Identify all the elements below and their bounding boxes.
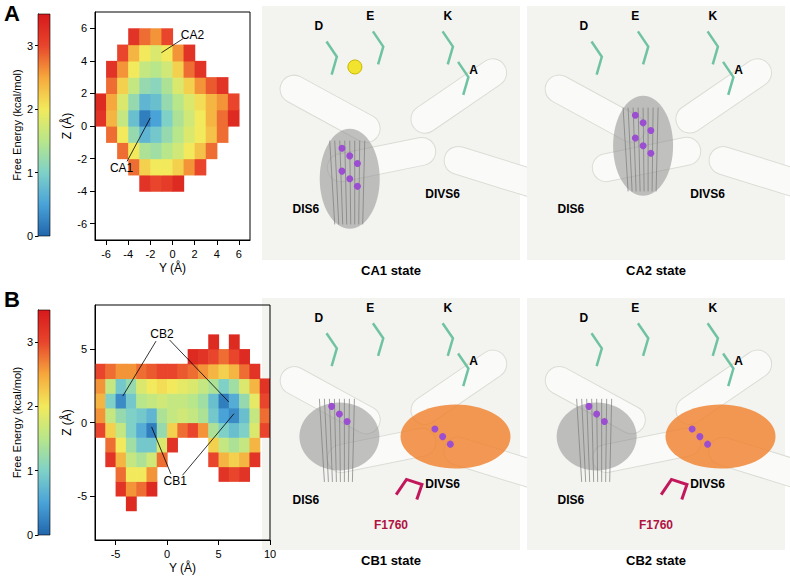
- svg-text:E: E: [631, 301, 639, 315]
- svg-text:4: 4: [214, 248, 220, 260]
- svg-text:0: 0: [81, 417, 87, 429]
- svg-text:-4: -4: [123, 248, 133, 260]
- svg-text:0: 0: [164, 548, 170, 560]
- svg-text:2: 2: [27, 400, 33, 412]
- svg-text:K: K: [708, 9, 717, 23]
- svg-text:Z (Å): Z (Å): [59, 113, 74, 140]
- svg-text:D: D: [579, 19, 588, 33]
- svg-text:2: 2: [192, 248, 198, 260]
- svg-text:F1760: F1760: [639, 518, 673, 532]
- svg-text:Y (Å): Y (Å): [169, 560, 196, 575]
- svg-text:DIS6: DIS6: [293, 202, 320, 216]
- svg-text:-5: -5: [77, 490, 87, 502]
- svg-text:D: D: [579, 311, 588, 325]
- svg-text:2: 2: [27, 103, 33, 115]
- svg-text:10: 10: [264, 548, 276, 560]
- svg-text:DIS6: DIS6: [293, 493, 320, 507]
- svg-text:K: K: [708, 301, 717, 315]
- svg-text:1: 1: [27, 465, 33, 477]
- svg-text:CB2 state: CB2 state: [626, 553, 686, 568]
- svg-text:CB1 state: CB1 state: [361, 553, 421, 568]
- svg-text:D: D: [314, 311, 323, 325]
- svg-text:0: 0: [169, 248, 175, 260]
- svg-text:1: 1: [27, 167, 33, 179]
- svg-text:A: A: [4, 1, 20, 26]
- svg-text:CB2: CB2: [150, 327, 174, 341]
- svg-text:3: 3: [27, 336, 33, 348]
- svg-text:B: B: [4, 287, 20, 312]
- svg-text:6: 6: [236, 248, 242, 260]
- svg-text:E: E: [366, 9, 374, 23]
- svg-text:Y (Å): Y (Å): [159, 260, 186, 275]
- svg-text:Free Energy (kcal/mol): Free Energy (kcal/mol): [11, 367, 23, 478]
- svg-text:-2: -2: [77, 153, 87, 165]
- svg-text:0: 0: [27, 230, 33, 242]
- svg-text:DIVS6: DIVS6: [690, 477, 725, 491]
- svg-text:F1760: F1760: [374, 518, 408, 532]
- svg-text:0: 0: [27, 529, 33, 541]
- svg-text:A: A: [469, 63, 478, 77]
- svg-text:5: 5: [215, 548, 221, 560]
- svg-text:-6: -6: [101, 248, 111, 260]
- svg-text:4: 4: [81, 55, 87, 67]
- svg-text:0: 0: [81, 120, 87, 132]
- svg-text:DIVS6: DIVS6: [425, 187, 460, 201]
- svg-text:DIS6: DIS6: [558, 202, 585, 216]
- svg-text:3: 3: [27, 40, 33, 52]
- svg-text:E: E: [366, 301, 374, 315]
- svg-text:A: A: [469, 354, 478, 368]
- svg-text:D: D: [314, 19, 323, 33]
- svg-text:2: 2: [81, 87, 87, 99]
- svg-text:K: K: [443, 301, 452, 315]
- svg-text:CB1: CB1: [164, 474, 188, 488]
- svg-text:CA1 state: CA1 state: [361, 263, 421, 278]
- svg-text:CA1: CA1: [110, 161, 134, 175]
- svg-text:5: 5: [81, 343, 87, 355]
- svg-text:Free Energy (kcal/mol): Free Energy (kcal/mol): [11, 69, 23, 180]
- svg-text:CA2 state: CA2 state: [626, 263, 686, 278]
- svg-text:-4: -4: [77, 185, 87, 197]
- svg-text:DIVS6: DIVS6: [425, 477, 460, 491]
- svg-text:A: A: [734, 63, 743, 77]
- svg-text:-6: -6: [77, 218, 87, 230]
- svg-text:DIS6: DIS6: [558, 493, 585, 507]
- svg-text:DIVS6: DIVS6: [690, 187, 725, 201]
- svg-text:CA2: CA2: [181, 28, 205, 42]
- svg-text:K: K: [443, 9, 452, 23]
- svg-text:E: E: [631, 9, 639, 23]
- svg-text:-5: -5: [111, 548, 121, 560]
- svg-text:-2: -2: [145, 248, 155, 260]
- svg-text:6: 6: [81, 22, 87, 34]
- svg-text:Z (Å): Z (Å): [59, 409, 74, 436]
- svg-text:A: A: [734, 354, 743, 368]
